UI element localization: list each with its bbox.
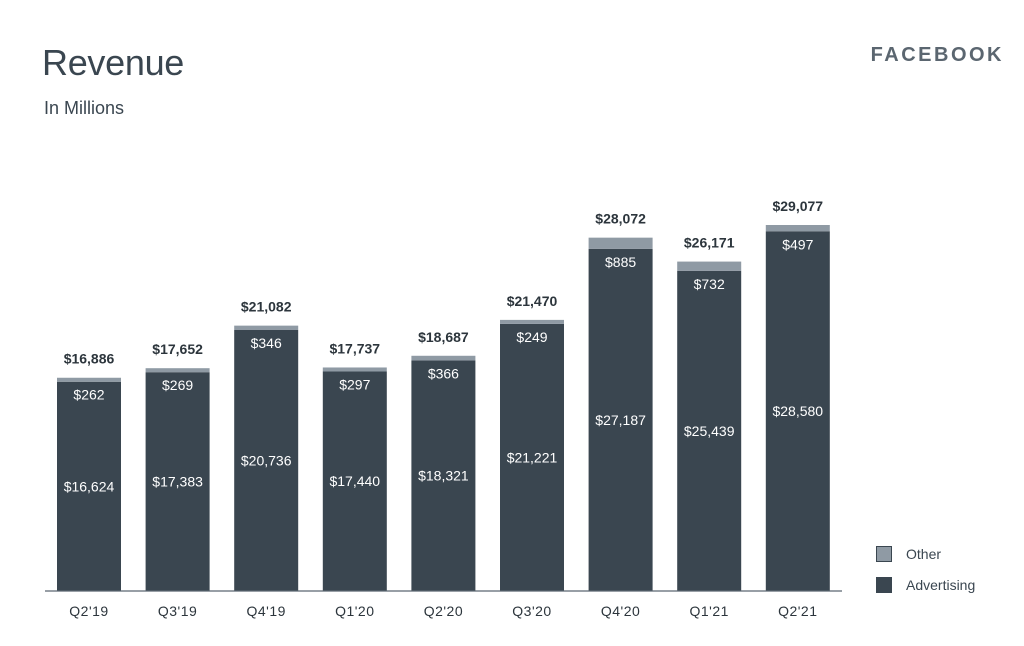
data-label-advertising: $25,439 — [684, 423, 735, 439]
legend-swatch-other — [876, 546, 892, 562]
data-label-other: $732 — [694, 276, 725, 292]
data-label-advertising: $18,321 — [418, 468, 469, 484]
data-label-total: $28,072 — [595, 211, 646, 227]
bar-advertising — [765, 231, 830, 592]
bar-other — [765, 225, 830, 232]
legend-item-other: Other — [876, 544, 975, 564]
bar-other — [234, 325, 299, 330]
data-label-total: $21,082 — [241, 299, 292, 315]
bar-advertising — [677, 270, 742, 591]
x-tick-label: Q4'19 — [246, 603, 285, 619]
x-tick-label: Q3'20 — [512, 603, 551, 619]
chart-subtitle: In Millions — [44, 98, 125, 118]
bar-advertising — [588, 248, 653, 592]
bar-other — [677, 261, 742, 271]
x-tick-label: Q2'20 — [424, 603, 463, 619]
bar-advertising — [411, 360, 476, 591]
data-label-advertising: $21,221 — [507, 449, 558, 465]
legend-item-advertising: Advertising — [876, 575, 975, 595]
data-label-advertising: $17,440 — [329, 473, 380, 489]
data-label-total: $17,652 — [152, 341, 203, 357]
bar-advertising — [57, 381, 121, 591]
bar-other — [322, 367, 387, 372]
x-tick-label: Q1'20 — [335, 603, 374, 619]
data-label-other: $366 — [428, 365, 459, 381]
bar-other — [411, 355, 476, 361]
data-label-total: $18,687 — [418, 329, 469, 345]
data-label-total: $26,171 — [684, 235, 735, 251]
data-label-other: $269 — [162, 377, 193, 393]
x-tick-label: Q3'19 — [158, 603, 197, 619]
bar-advertising — [234, 329, 299, 591]
data-label-advertising: $27,187 — [595, 412, 646, 428]
brand-logo: FACEBOOK — [870, 44, 1004, 66]
x-tick-label: Q4'20 — [601, 603, 640, 619]
bar-other — [145, 368, 210, 373]
data-label-other: $346 — [251, 335, 282, 351]
data-label-advertising: $16,624 — [64, 478, 115, 494]
legend: Other Advertising — [876, 544, 975, 606]
bar-other — [57, 377, 121, 382]
data-label-total: $21,470 — [507, 293, 558, 309]
data-label-other: $885 — [605, 254, 636, 270]
bar-advertising — [322, 371, 387, 591]
data-label-total: $16,886 — [64, 351, 115, 367]
data-label-advertising: $17,383 — [152, 474, 203, 490]
data-label-advertising: $20,736 — [241, 452, 292, 468]
x-tick-label: Q1'21 — [689, 603, 728, 619]
data-label-other: $497 — [782, 236, 813, 252]
x-tick-label: Q2'21 — [778, 603, 817, 619]
chart-title: Revenue — [42, 42, 185, 83]
legend-swatch-advertising — [876, 577, 892, 593]
legend-label-advertising: Advertising — [906, 577, 976, 593]
data-label-advertising: $28,580 — [772, 403, 823, 419]
data-label-other: $262 — [73, 387, 104, 403]
data-label-total: $17,737 — [329, 340, 380, 356]
bar-other — [500, 319, 564, 324]
legend-label-other: Other — [906, 546, 942, 562]
data-label-other: $297 — [339, 376, 370, 392]
bar-advertising — [500, 323, 564, 591]
bar-other — [588, 237, 653, 249]
data-label-total: $29,077 — [772, 198, 823, 214]
data-label-other: $249 — [516, 329, 547, 345]
bar-advertising — [145, 372, 210, 591]
x-tick-label: Q2'19 — [69, 603, 108, 619]
